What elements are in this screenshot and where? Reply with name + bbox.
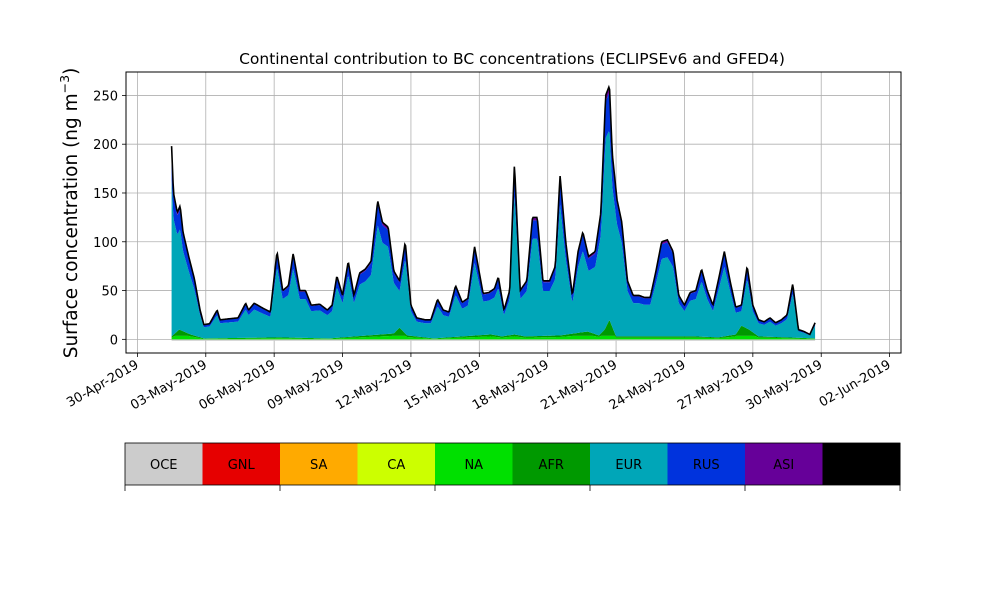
- x-tick-label: 30-May-2019: [744, 357, 826, 413]
- legend-swatch-NA: [435, 443, 513, 485]
- legend-swatch-RUS: [667, 443, 746, 485]
- legend-frame: [124, 442, 901, 486]
- y-tick-label: 250: [93, 89, 118, 104]
- x-tick-label: 03-May-2019: [128, 357, 210, 413]
- area-OCE: [171, 339, 816, 341]
- total-line-AUS: [170, 84, 816, 336]
- y-tick-label: 50: [101, 285, 118, 300]
- legend-label-RUS: RUS: [693, 458, 720, 473]
- y-axis-label-close: ): [61, 68, 82, 75]
- area-NA: [171, 335, 816, 340]
- legend-label-AUS: AUS: [848, 458, 875, 473]
- x-tick-label: 27-May-2019: [675, 357, 757, 413]
- legend-label-SA: SA: [310, 458, 327, 473]
- y-tick-label: 0: [110, 333, 118, 348]
- y-tick-label: 200: [93, 138, 118, 153]
- legend-swatch-ASI: [745, 443, 823, 485]
- x-tick-label: 06-May-2019: [196, 357, 278, 413]
- legend-swatch-EUR: [590, 443, 668, 485]
- x-tick-label: 12-May-2019: [333, 357, 415, 413]
- legend-swatch-AFR: [512, 443, 591, 485]
- x-tick-label: 02-Jun-2019: [817, 357, 894, 410]
- legend-swatch-GNL: [202, 443, 281, 485]
- y-axis-label: Surface concentration (ng m−3): [57, 68, 82, 359]
- plot-frame: [125, 71, 902, 354]
- y-tick-label: 150: [93, 187, 118, 202]
- plot-area: 05010015020025030-Apr-201903-May-201906-…: [64, 71, 902, 413]
- legend-label-OCE: OCE: [150, 458, 178, 473]
- legend-label-AFR: AFR: [539, 458, 564, 473]
- legend-label-EUR: EUR: [615, 458, 642, 473]
- x-tick-label: 21-May-2019: [538, 357, 620, 413]
- x-tick-label: 18-May-2019: [470, 357, 552, 413]
- legend-label-CA: CA: [387, 458, 405, 473]
- x-tick-label: 15-May-2019: [402, 357, 484, 413]
- legend-swatch-OCE: [125, 443, 203, 485]
- y-axis-label-exponent: −3: [57, 75, 72, 93]
- legend-swatch-AUS: [822, 443, 901, 485]
- area-EUR: [171, 131, 816, 339]
- legend-label-ASI: ASI: [773, 458, 794, 473]
- legend-swatch-SA: [280, 443, 358, 485]
- x-tick-label: 09-May-2019: [265, 357, 347, 413]
- area-AFR: [171, 320, 816, 339]
- legend-label-GNL: GNL: [228, 458, 256, 473]
- legend-swatch-CA: [357, 443, 436, 485]
- legend-label-NA: NA: [464, 458, 483, 473]
- y-tick-label: 100: [93, 236, 118, 251]
- chart-title: Continental contribution to BC concentra…: [239, 50, 785, 68]
- x-tick-label: 24-May-2019: [607, 357, 689, 413]
- legend: OCE GNL SA CA NA AFR EUR RUS ASI AUS: [124, 442, 901, 491]
